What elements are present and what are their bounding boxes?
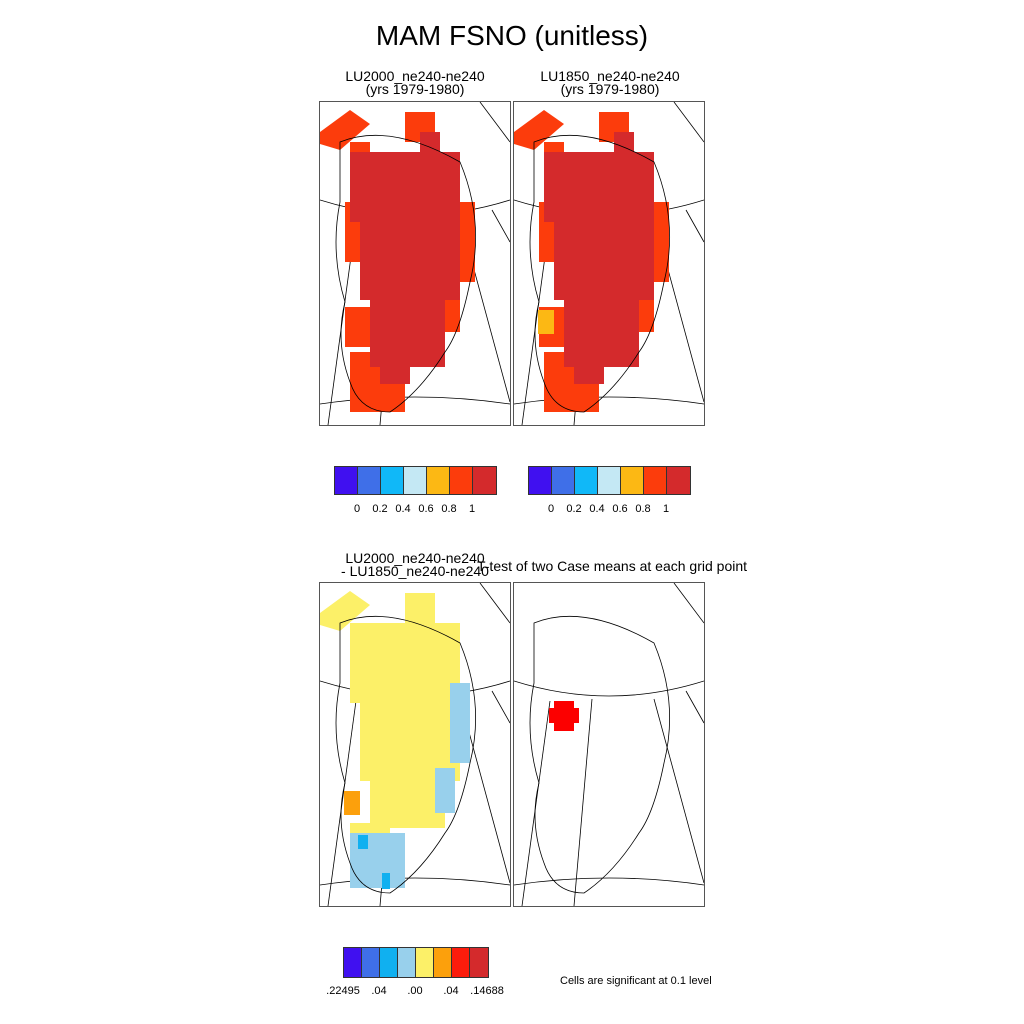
colorbar-tick-label: 0.8 — [441, 503, 457, 515]
colorbar-swatch — [416, 948, 434, 977]
map-lu2000-svg — [320, 102, 510, 425]
cells-diff-neg2 — [358, 835, 390, 889]
colorbar-tick-label: 0.2 — [372, 503, 388, 515]
map-difference-svg — [320, 583, 510, 906]
coastline — [529, 134, 670, 413]
colorbar-swatch — [358, 467, 381, 494]
figure-title: MAM FSNO (unitless) — [375, 20, 649, 51]
colorbar-tick-label: 0.6 — [612, 503, 628, 515]
colorbar-tick-label: 0.2 — [566, 503, 582, 515]
significant-cells — [549, 701, 579, 731]
colorbar-swatch — [450, 467, 473, 494]
grid-lines — [514, 583, 704, 906]
panel-1-title: LU2000_ne240-ne240 (yrs 1979-1980) — [315, 68, 515, 97]
colorbar-swatch — [335, 467, 358, 494]
map-panel-difference — [319, 582, 511, 907]
colorbar-swatch — [427, 467, 450, 494]
panel-2-title: LU1850_ne240-ne240 (yrs 1979-1980) — [510, 68, 710, 97]
panel-2-title-line2: (yrs 1979-1980) — [560, 81, 660, 97]
cells-diff-main — [320, 591, 460, 843]
coastline — [335, 134, 476, 413]
map-ttest-svg — [514, 583, 704, 906]
colorbar-tick-label: .00 — [407, 985, 423, 997]
colorbar-tick-label: 0 — [547, 503, 555, 515]
colorbar-swatch — [362, 948, 380, 977]
colorbar-swatch — [434, 948, 452, 977]
colorbar-swatch — [473, 467, 496, 494]
colorbar-swatch — [667, 467, 690, 494]
colorbar-difference — [343, 947, 489, 978]
panel-3-title-line1: LU2000_ne240-ne240 — [345, 550, 485, 566]
panel-1-title-line2: (yrs 1979-1980) — [365, 81, 465, 97]
colorbar-swatch — [404, 467, 427, 494]
diff-cells — [320, 591, 470, 889]
colorbar-tick-label: 0.4 — [395, 503, 411, 515]
colorbar-swatch — [398, 948, 416, 977]
cells-high-lu2000 — [350, 132, 460, 384]
colorbar-swatch — [381, 467, 404, 494]
fsno-cells — [514, 110, 669, 412]
colorbar-tick-label: 0.4 — [589, 503, 605, 515]
colorbar-swatch — [452, 948, 470, 977]
colorbar-tick-label: .04 — [371, 985, 387, 997]
colorbar-tick-label: 0 — [353, 503, 361, 515]
map-panel-lu2000 — [319, 101, 511, 426]
colorbar-swatch — [529, 467, 552, 494]
fsno-cells — [320, 110, 475, 412]
colorbar-tick-label: 1 — [662, 503, 670, 515]
colorbar-swatch — [598, 467, 621, 494]
map-panel-ttest — [513, 582, 705, 907]
colorbar-swatch — [644, 467, 667, 494]
colorbar-swatch — [344, 948, 362, 977]
cells-diff-pos — [344, 791, 360, 815]
colorbar-tick-label: .14688 — [470, 985, 504, 997]
colorbar-swatch — [470, 948, 488, 977]
colorbar-tick-label: 0.6 — [418, 503, 434, 515]
colorbar-swatch — [552, 467, 575, 494]
coastline — [529, 615, 670, 894]
colorbar-swatch — [380, 948, 398, 977]
panel-3-title: LU2000_ne240-ne240 - LU1850_ne240-ne240 — [315, 550, 515, 579]
colorbar-lu1850 — [528, 466, 691, 495]
panel-3-title-line2: - LU1850_ne240-ne240 — [341, 563, 489, 579]
colorbar-tick-label: .04 — [443, 985, 459, 997]
colorbar-swatch — [575, 467, 598, 494]
colorbar-tick-label: .22495 — [326, 985, 360, 997]
coastline — [335, 615, 476, 894]
map-panel-lu1850 — [513, 101, 705, 426]
colorbar-tick-label: 0.8 — [635, 503, 651, 515]
cells-mid-lu1850 — [538, 310, 554, 334]
panel-4-title-line1: T-test of two Case means at each grid po… — [476, 558, 748, 574]
colorbar-tick-label: 1 — [468, 503, 476, 515]
panel-2-title-line1: LU1850_ne240-ne240 — [540, 68, 680, 84]
colorbar-lu2000 — [334, 466, 497, 495]
map-lu1850-svg — [514, 102, 704, 425]
colorbar-swatch — [621, 467, 644, 494]
panel-1-title-line1: LU2000_ne240-ne240 — [345, 68, 485, 84]
cells-high-lu1850 — [544, 132, 654, 384]
cells-diff-neg — [350, 683, 470, 888]
significance-note: Cells are significant at 0.1 level — [560, 975, 712, 987]
panel-4-title: T-test of two Case means at each grid po… — [462, 558, 762, 574]
